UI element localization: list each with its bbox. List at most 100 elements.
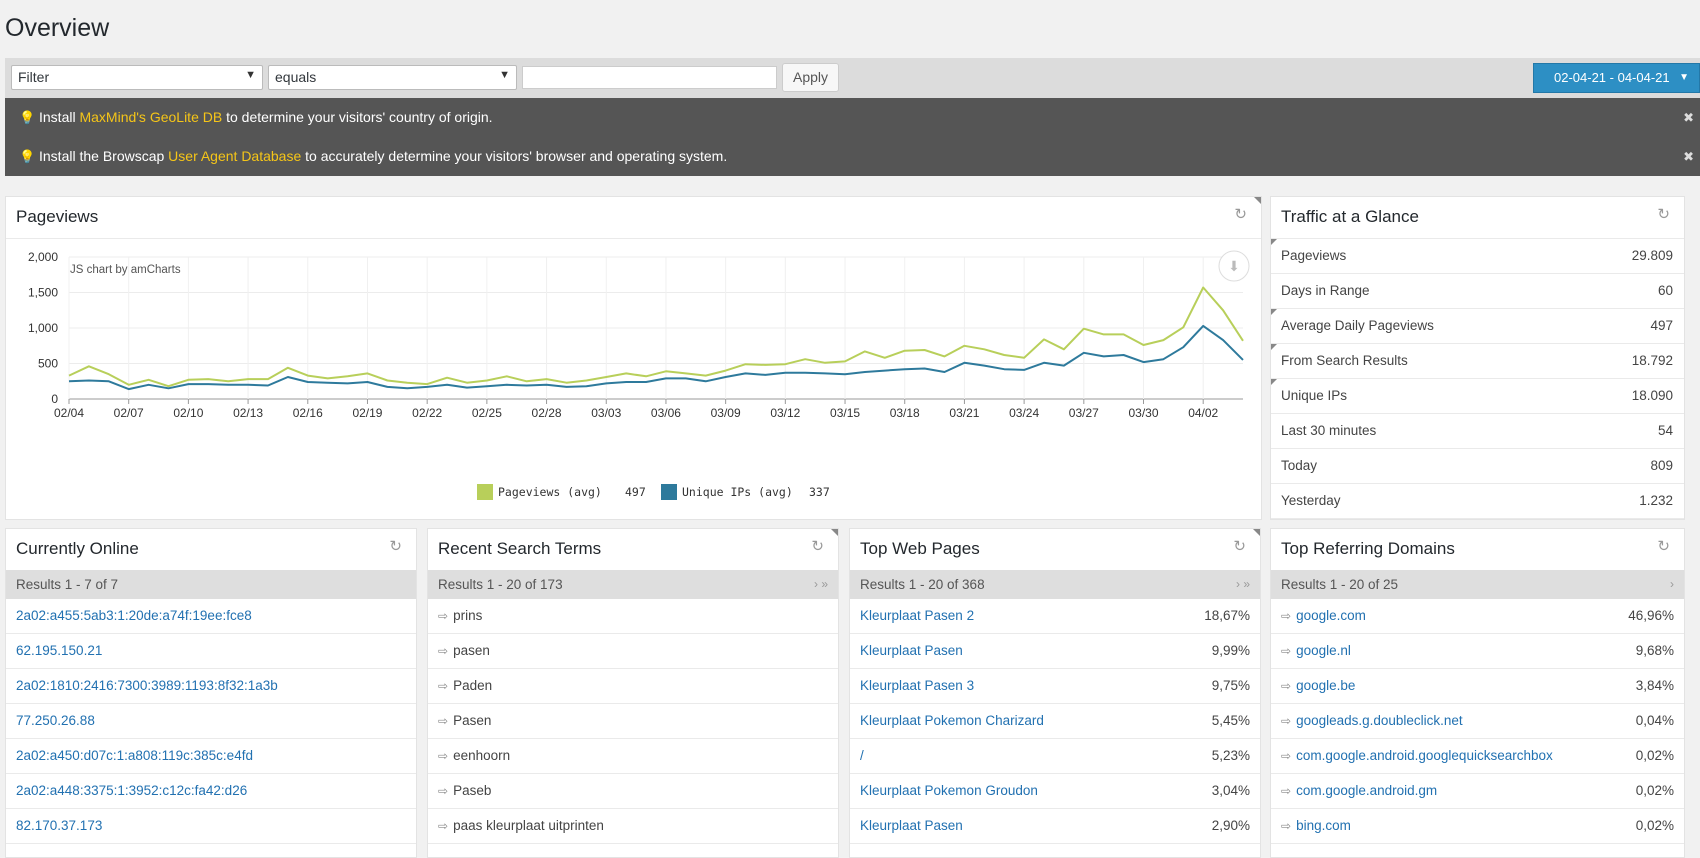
legend-label-pageviews: Pageviews (avg) [498,485,602,499]
operator-select[interactable]: equals ▼ [268,65,517,90]
visitor-ip-link[interactable]: 62.195.150.21 [16,643,103,658]
percentage: 46,96% [1628,608,1674,623]
list-item[interactable]: Kleurplaat Pasen 2 18,67% [850,599,1260,634]
glance-value: 809 [1650,458,1673,473]
list-item[interactable]: 62.195.150.21 [6,634,416,669]
percentage: 3,04% [1211,783,1250,798]
list-item[interactable]: 77.250.26.88 [6,704,416,739]
visitor-ip-link[interactable]: 2a02:1810:2416:7300:3989:1193:8f32:1a3b [16,678,278,693]
visitor-ip-link[interactable]: 82.170.37.173 [16,818,103,833]
search-term: Paseb [453,783,492,798]
row-corner-marker [1271,344,1277,350]
page-link[interactable]: Kleurplaat Pasen [860,643,963,658]
date-range-button[interactable]: 02-04-21 - 04-04-21 ▼ [1533,63,1700,93]
refresh-icon[interactable]: ↻ [811,538,824,555]
domain-link[interactable]: google.be [1296,678,1356,693]
page-link[interactable]: Kleurplaat Pasen 3 [860,678,975,693]
domain-link[interactable]: google.nl [1296,643,1351,658]
visitor-ip-link[interactable]: 2a02:a448:3375:1:3952:c12c:fa42:d26 [16,783,248,798]
list-item[interactable]: ⇨ googleads.g.doubleclick.net 0,04% [1271,704,1684,739]
percentage: 9,75% [1211,678,1250,693]
search-term: pasen [453,643,490,658]
results-bar: Results 1 - 20 of 368 › » [850,570,1260,599]
domain-link[interactable]: google.com [1296,608,1366,623]
list-item[interactable]: ⇨ google.nl 9,68% [1271,634,1684,669]
x-tick-label: 03/24 [1009,406,1039,420]
filter-select[interactable]: Filter ▼ [11,65,263,90]
list-item[interactable]: Kleurplaat Pasen 3 9,75% [850,669,1260,704]
apply-button[interactable]: Apply [782,63,839,92]
pager-next-icon[interactable]: › » [813,577,828,591]
page-link[interactable]: / [860,748,864,763]
pager-next-icon[interactable]: › [1670,577,1674,591]
geolite-link[interactable]: MaxMind's GeoLite DB [79,109,223,125]
search-term: paas kleurplaat uitprinten [453,818,604,833]
external-link-icon: ⇨ [438,749,449,763]
filter-value-input[interactable] [522,66,777,89]
list-item[interactable]: ⇨ pasen [428,634,838,669]
list-item[interactable]: 2a02:a450:d07c:1:a808:119c:385c:e4fd [6,739,416,774]
domain-link[interactable]: com.google.android.googlequicksearchbox [1296,748,1553,763]
list-item[interactable]: ⇨ bing.com 0,02% [1271,809,1684,844]
page-link[interactable]: Kleurplaat Pasen 2 [860,608,975,623]
list-item[interactable]: / 5,23% [850,739,1260,774]
list-item[interactable]: Kleurplaat Pasen 2,90% [850,809,1260,844]
page-link[interactable]: Kleurplaat Pokemon Charizard [860,713,1044,728]
glance-label: Average Daily Pageviews [1281,318,1434,333]
glance-row: Yesterday 1.232 [1271,484,1684,519]
recent-search-terms-panel: Recent Search Terms ↻ Results 1 - 20 of … [427,528,839,858]
domain-link[interactable]: com.google.android.gm [1296,783,1438,798]
glance-value: 497 [1650,318,1673,333]
pager-next-icon[interactable]: › » [1235,577,1250,591]
list-item[interactable]: 2a02:1810:2416:7300:3989:1193:8f32:1a3b [6,669,416,704]
list-item[interactable]: 2a02:a455:5ab3:1:20de:a74f:19ee:fce8 [6,599,416,634]
list-item[interactable]: Kleurplaat Pasen 9,99% [850,634,1260,669]
results-count: Results 1 - 20 of 368 [860,577,985,592]
results-count: Results 1 - 7 of 7 [16,577,119,592]
list-item[interactable]: ⇨ Paden [428,669,838,704]
top-referring-domains-panel: Top Referring Domains ↻ Results 1 - 20 o… [1270,528,1685,858]
panel-corner-marker [1253,529,1260,536]
refresh-icon[interactable]: ↻ [1657,538,1670,555]
download-icon[interactable]: ⬇ [1218,250,1250,282]
x-tick-label: 03/30 [1128,406,1158,420]
x-tick-label: 03/27 [1069,406,1099,420]
list-item[interactable]: Kleurplaat Pokemon Groudon 3,04% [850,774,1260,809]
list-item[interactable]: ⇨ prins [428,599,838,634]
list-item[interactable]: ⇨ com.google.android.gm 0,02% [1271,774,1684,809]
refresh-icon[interactable]: ↻ [1233,538,1246,555]
legend-value-unique-ips: 337 [809,485,830,499]
visitor-ip-link[interactable]: 2a02:a450:d07c:1:a808:119c:385c:e4fd [16,748,253,763]
notice-text: to determine your visitors' country of o… [222,109,493,125]
list-item[interactable]: 82.170.37.173 [6,809,416,844]
refresh-icon[interactable]: ↻ [1657,206,1670,223]
list-item[interactable]: ⇨ eenhoorn [428,739,838,774]
page-link[interactable]: Kleurplaat Pasen [860,818,963,833]
list-item[interactable]: ⇨ paas kleurplaat uitprinten [428,809,838,844]
results-count: Results 1 - 20 of 173 [438,577,563,592]
list-item[interactable]: 2a02:a448:3375:1:3952:c12c:fa42:d26 [6,774,416,809]
x-tick-label: 02/13 [233,406,263,420]
page-link[interactable]: Kleurplaat Pokemon Groudon [860,783,1038,798]
visitor-ip-link[interactable]: 2a02:a455:5ab3:1:20de:a74f:19ee:fce8 [16,608,252,623]
list-item[interactable]: ⇨ google.com 46,96% [1271,599,1684,634]
external-link-icon: ⇨ [438,714,449,728]
list-item[interactable]: Kleurplaat Pokemon Charizard 5,45% [850,704,1260,739]
search-term: Paden [453,678,493,693]
close-icon[interactable]: ✖ [1683,110,1694,125]
domain-link[interactable]: bing.com [1296,818,1351,833]
list-item[interactable]: ⇨ com.google.android.googlequicksearchbox… [1271,739,1684,774]
refresh-icon[interactable]: ↻ [1234,206,1247,223]
row-corner-marker [1271,239,1277,245]
list-item[interactable]: ⇨ Pasen [428,704,838,739]
visitor-ip-link[interactable]: 77.250.26.88 [16,713,95,728]
domain-link[interactable]: googleads.g.doubleclick.net [1296,713,1463,728]
list-item[interactable]: ⇨ Paseb [428,774,838,809]
list-item[interactable]: ⇨ google.be 3,84% [1271,669,1684,704]
notice-text: to accurately determine your visitors' b… [301,148,728,164]
refresh-icon[interactable]: ↻ [389,538,402,555]
close-icon[interactable]: ✖ [1683,149,1694,164]
glance-row: Pageviews 29.809 [1271,239,1684,274]
browscap-link[interactable]: User Agent Database [168,148,302,164]
pageviews-panel: Pageviews ↻ 0 500 1,000 1,500 2,000 02/04 02/… [5,196,1262,520]
